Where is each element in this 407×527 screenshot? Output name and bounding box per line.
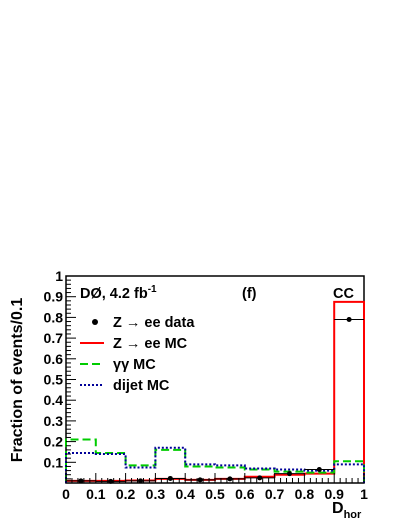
x-tick-label: 0.1 [86,486,106,502]
y-tick-label: 0.8 [44,309,64,325]
y-tick-label: 1 [55,268,63,284]
legend-entry-dijet-mc: dijet MC [80,378,170,394]
y-tick-label: 0.7 [44,330,64,346]
tick-layer: 0 0.1 0.2 0.3 0.4 0.5 0.6 0.7 0.8 0.9 1 0.1 0.2 0.3 0.… [44,268,369,502]
x-tick-label: 0.7 [265,486,285,502]
legend-entry-data: Z → ee data [92,315,195,331]
legend-label-gg-mc: γγ MC [113,357,156,373]
data-point [197,477,203,483]
x-tick-label: 0.9 [324,486,344,502]
series-step-1 [65,300,365,483]
experiment-label: DØ, 4.2 fb-1 [80,284,157,302]
y-tick-label: 0.5 [44,372,64,388]
y-tick-label: 0.1 [44,454,64,470]
panel-label: (f) [242,286,257,302]
plot-frame [65,275,365,484]
series-layer [65,300,365,484]
legend-marker-data [92,319,98,325]
x-tick-label: 0.4 [175,486,195,502]
legend-label-zee-mc: Z → ee MC [113,336,188,352]
legend-entry-zee-mc: Z → ee MC [80,336,188,352]
data-point [316,467,322,473]
data-point [78,478,84,484]
data-point [227,476,233,482]
y-tick-label: 0.2 [44,434,64,450]
x-axis-title: Dhor [332,500,362,521]
legend-label-data: Z → ee data [113,315,195,331]
series-step-2 [65,438,365,483]
legend-entry-gg-mc: γγ MC [80,357,156,373]
data-point [257,475,263,481]
x-tick-label: 0.8 [295,486,315,502]
data-point [138,478,143,484]
legend-label-dijet-mc: dijet MC [113,378,170,394]
x-tick-label: 0.3 [146,486,166,502]
y-tick-label: 0.9 [44,289,64,305]
y-tick-label: 0.3 [44,413,64,429]
data-point [346,316,352,322]
x-tick-label: 1 [360,486,368,502]
x-tick-label: 0.2 [116,486,136,502]
data-point [167,475,173,481]
y-tick-label: 0.6 [44,351,64,367]
region-label: CC [333,286,354,302]
legend: Z → ee data Z → ee MC γγ MC dijet MC [80,315,195,394]
data-point [108,478,114,484]
x-tick-label: 0.6 [235,486,255,502]
y-tick-label: 0.4 [44,392,64,408]
x-tick-label: 0 [62,486,70,502]
data-point [287,471,292,477]
x-tick-label: 0.5 [205,486,225,502]
y-axis-title: Fraction of events/0.1 [9,298,26,463]
